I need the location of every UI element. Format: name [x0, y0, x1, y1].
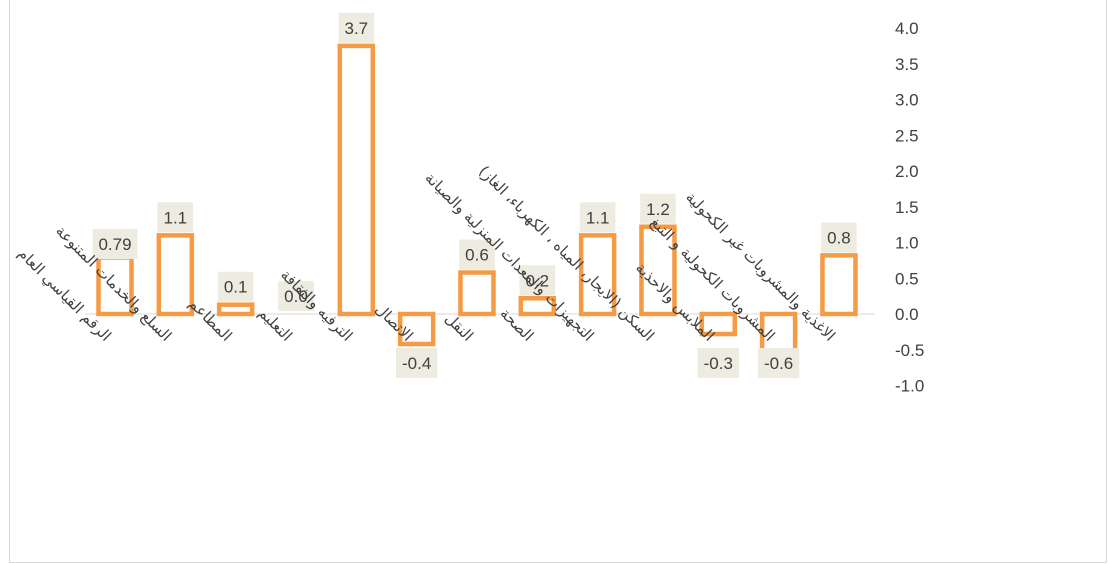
category-label: المطاعم: [185, 294, 235, 344]
data-label-background: [157, 202, 194, 233]
data-label-text: -0.4: [402, 354, 431, 373]
data-label-background: [338, 12, 375, 43]
category-label: الاتصال: [372, 300, 417, 345]
data-label-text: 0.79: [98, 235, 131, 254]
data-label-background: [459, 239, 495, 270]
y-tick-label: -0.5: [895, 341, 924, 360]
y-tick-label: 1.5: [895, 198, 919, 217]
data-label: -0.6: [757, 348, 800, 378]
data-label-background: [757, 348, 800, 378]
data-label-background: [278, 281, 314, 311]
bar: [518, 296, 557, 317]
data-label-background: [92, 229, 138, 259]
data-label-text: 1.2: [646, 200, 670, 219]
y-tick-label: -1.0: [895, 377, 924, 396]
data-label-text: 0.0: [284, 287, 308, 306]
y-tick-label: 1.0: [895, 234, 919, 253]
bar: [639, 224, 677, 317]
y-tick-label: 3.5: [895, 55, 919, 74]
category-label: المشروبات الكحولية و التبغ: [647, 213, 779, 345]
data-label: 1.1: [157, 202, 194, 233]
bar: [820, 253, 858, 317]
data-labels-layer: 0.79 1.1 0.1 0.0 3.7 -0.4 0.6 0.2 1.1 1.2 -0.3 -0.6…: [92, 12, 857, 378]
data-label: 1.1: [579, 202, 616, 233]
bars-layer: [96, 43, 858, 358]
bar: [216, 302, 255, 317]
data-label-text: -0.3: [704, 354, 733, 373]
data-label-text: 1.1: [586, 208, 610, 227]
bar: [458, 270, 496, 317]
y-tick-label: 3.0: [895, 91, 919, 110]
bar: [578, 233, 617, 317]
data-label-text: 0.1: [224, 278, 248, 297]
y-tick-label: 0.5: [895, 269, 919, 288]
data-label: 0.6: [459, 239, 495, 270]
bar: [397, 311, 436, 347]
data-label-background: [821, 222, 857, 253]
data-label-text: 0.6: [465, 246, 489, 265]
data-label: -0.4: [396, 348, 438, 378]
data-label-background: [579, 202, 616, 233]
data-label: 0.8: [821, 222, 857, 253]
data-label-text: -0.6: [764, 354, 793, 373]
bar: [337, 43, 376, 317]
chart-frame: [9, 0, 1107, 563]
data-label-text: 0.8: [827, 228, 851, 247]
data-label-text: 0.2: [525, 271, 549, 290]
y-tick-labels-layer: 4.0 3.5 3.0 2.5 2.0 1.5 1.0 0.5 0.0 -0.5 -1.0: [895, 19, 924, 396]
data-label: 0.2: [519, 265, 556, 296]
category-label: الصحة: [497, 304, 538, 345]
data-label-text: 1.1: [164, 208, 188, 227]
data-label-background: [396, 348, 438, 378]
data-label-background: [640, 193, 676, 224]
data-label: 1.2: [640, 193, 676, 224]
data-label-text: 3.7: [344, 19, 368, 38]
data-label: 0.1: [217, 271, 254, 302]
data-label: 3.7: [338, 12, 375, 43]
data-label: -0.3: [697, 348, 739, 378]
data-label-background: [697, 348, 739, 378]
y-tick-label: 0.0: [895, 305, 919, 324]
bar: [156, 233, 195, 317]
data-label: 0.0: [278, 281, 314, 311]
y-tick-label: 4.0: [895, 19, 919, 38]
data-label-background: [519, 265, 556, 296]
bar: [699, 311, 738, 337]
data-label: 0.79: [92, 229, 138, 259]
y-tick-label: 2.0: [895, 162, 919, 181]
y-tick-label: 2.5: [895, 126, 919, 145]
data-label-background: [217, 271, 254, 302]
